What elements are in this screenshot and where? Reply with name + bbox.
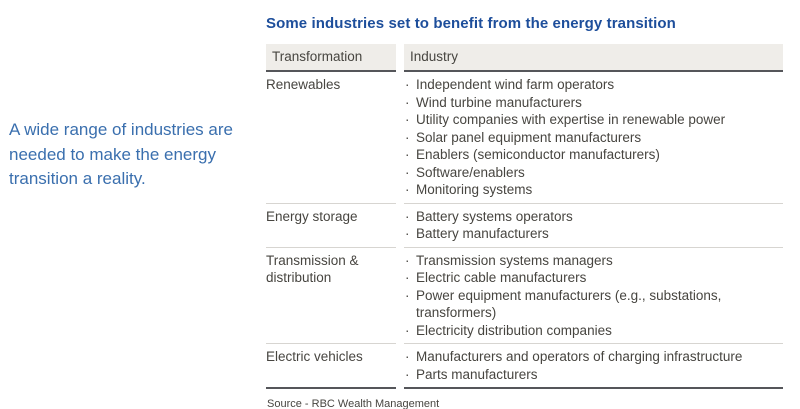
bullet-icon: · <box>405 252 410 268</box>
column-header-transformation: Transformation <box>266 44 396 72</box>
bullet-icon: · <box>405 129 410 145</box>
industry-item-label: Battery manufacturers <box>416 226 549 241</box>
industry-item-label: Monitoring systems <box>416 182 533 197</box>
industry-item: · Wind turbine manufacturers <box>404 94 783 112</box>
industry-item: · Battery systems operators <box>404 208 783 226</box>
bullet-icon: · <box>405 287 410 303</box>
source-note: Source - RBC Wealth Management <box>267 398 440 409</box>
industry-item-label: Transmission systems managers <box>416 252 613 268</box>
industry-item-label: Software/enablers <box>416 164 525 180</box>
transformation-cell: Transmission & distribution <box>266 246 396 344</box>
table-row: Electric vehicles · Manufacturers and op… <box>266 343 783 389</box>
industry-item: · Solar panel equipment manufacturers <box>404 129 783 147</box>
industries-table: Transformation Industry Renewables · Ind… <box>266 44 783 389</box>
industry-item-label: Manufacturers and operators of charging … <box>416 349 743 364</box>
bullet-icon: · <box>405 366 410 382</box>
industry-item: · Transmission systems managers <box>404 252 783 270</box>
figure-title: Some industries set to benefit from the … <box>266 15 676 32</box>
industry-item: · Parts manufacturers <box>404 366 783 384</box>
bullet-icon: · <box>405 349 410 364</box>
bullet-icon: · <box>405 208 410 224</box>
pull-quote: A wide range of industries are needed to… <box>9 120 233 188</box>
table-row: Transmission & distribution · Transmissi… <box>266 246 783 344</box>
industry-item: · Electric cable manufacturers <box>404 269 783 287</box>
industry-item: · Independent wind farm operators <box>404 76 783 94</box>
industry-item-label: Utility companies with expertise in rene… <box>416 112 726 127</box>
bullet-icon: · <box>405 94 410 110</box>
column-header-industry: Industry <box>404 44 783 72</box>
transformation-cell: Energy storage <box>266 202 396 247</box>
industry-item: · Software/enablers <box>404 164 783 182</box>
industry-list: · Independent wind farm operators · Wind… <box>404 72 783 203</box>
table-row: Renewables · Independent wind farm opera… <box>266 72 783 203</box>
bullet-icon: · <box>405 112 410 127</box>
transformation-cell: Electric vehicles <box>266 343 396 389</box>
industry-list: · Battery systems operators · Battery ma… <box>404 202 783 247</box>
transformation-cell: Renewables <box>266 77 341 92</box>
figure: Some industries set to benefit from the … <box>266 15 783 409</box>
industry-item-label: Parts manufacturers <box>416 366 538 382</box>
industry-item-label: Wind turbine manufacturers <box>416 94 582 110</box>
bullet-icon: · <box>405 226 410 241</box>
industry-item: · Enablers (semiconductor manufacturers) <box>404 146 783 164</box>
industry-item-label: Electric cable manufacturers <box>416 270 587 285</box>
industry-item: · Monitoring systems <box>404 181 783 199</box>
industry-item-label: Enablers (semiconductor manufacturers) <box>416 147 660 162</box>
industry-item: · Battery manufacturers <box>404 225 783 243</box>
bullet-icon: · <box>405 147 410 162</box>
table-body: Renewables · Independent wind farm opera… <box>266 72 783 389</box>
industry-item-label: Electricity distribution companies <box>416 322 612 338</box>
industry-item: · Power equipment manufacturers (e.g., s… <box>404 287 783 322</box>
industry-list: · Manufacturers and operators of chargin… <box>404 343 783 389</box>
industry-item-label: Independent wind farm operators <box>416 77 615 92</box>
bullet-icon: · <box>405 164 410 180</box>
bullet-icon: · <box>405 270 410 285</box>
industry-item: · Utility companies with expertise in re… <box>404 111 783 129</box>
industry-item-label: Battery systems operators <box>416 208 573 224</box>
table-header-row: Transformation Industry <box>266 44 783 72</box>
industry-list: · Transmission systems managers · Electr… <box>404 246 783 344</box>
bullet-icon: · <box>405 182 410 197</box>
industry-item-label: Power equipment manufacturers (e.g., sub… <box>416 287 722 321</box>
bullet-icon: · <box>405 77 410 92</box>
industry-item: · Manufacturers and operators of chargin… <box>404 348 783 366</box>
industry-item: · Electricity distribution companies <box>404 322 783 340</box>
table-row: Energy storage · Battery systems operato… <box>266 202 783 247</box>
bullet-icon: · <box>405 322 410 338</box>
industry-item-label: Solar panel equipment manufacturers <box>416 129 642 145</box>
